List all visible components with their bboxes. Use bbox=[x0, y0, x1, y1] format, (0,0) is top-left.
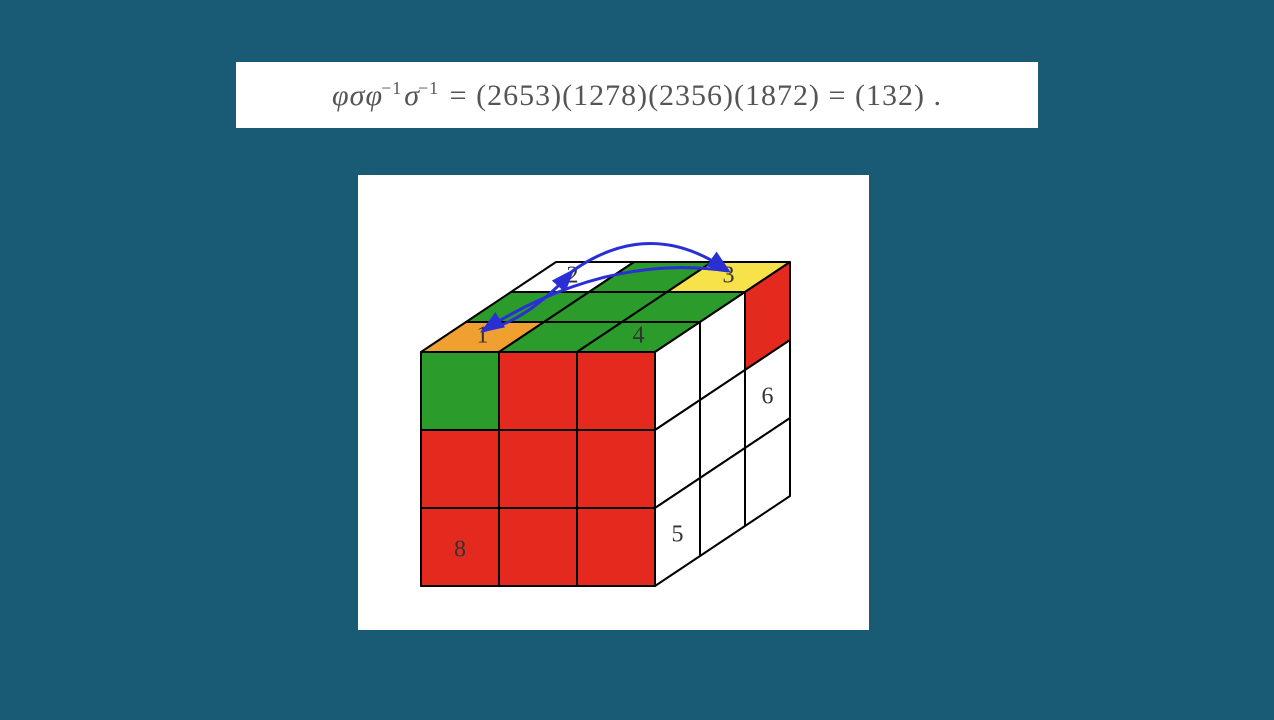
sym-phi: φ bbox=[332, 79, 350, 112]
cycle-3: (2356) bbox=[648, 79, 734, 112]
exp-1: −1 bbox=[381, 78, 402, 98]
period: . bbox=[925, 79, 942, 112]
cube-figure: 2314865 bbox=[358, 175, 869, 630]
svg-text:5: 5 bbox=[672, 522, 684, 548]
cycle-1: (2653) bbox=[476, 79, 562, 112]
svg-text:8: 8 bbox=[454, 537, 466, 563]
formula-text: φσφ−1σ−1 = (2653)(1278)(2356)(1872) = (1… bbox=[332, 78, 942, 113]
formula-panel: φσφ−1σ−1 = (2653)(1278)(2356)(1872) = (1… bbox=[236, 62, 1038, 128]
svg-text:4: 4 bbox=[633, 323, 645, 349]
cube-diagram: 2314865 bbox=[358, 175, 869, 630]
cycle-5: (132) bbox=[855, 79, 925, 112]
exp-2: −1 bbox=[418, 78, 439, 98]
sym-sigma: σ bbox=[350, 79, 366, 112]
cycle-4: (1872) bbox=[734, 79, 820, 112]
cycle-2: (1278) bbox=[562, 79, 648, 112]
svg-text:1: 1 bbox=[477, 323, 489, 349]
eq-2: = bbox=[820, 79, 855, 112]
eq-1: = bbox=[441, 79, 476, 112]
svg-text:6: 6 bbox=[762, 384, 774, 410]
